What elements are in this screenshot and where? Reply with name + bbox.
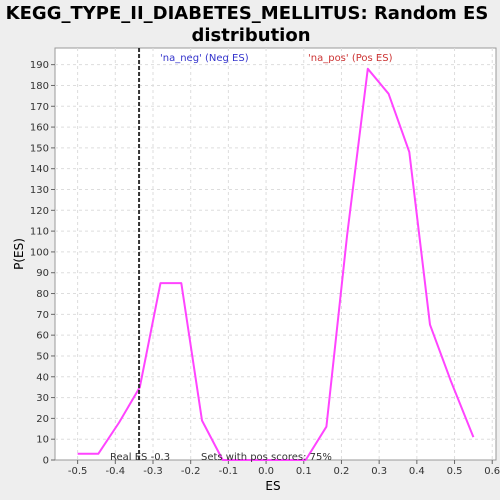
y-tick-label: 100 bbox=[30, 247, 49, 258]
y-tick-label: 10 bbox=[36, 435, 49, 446]
y-axis-ticks: 0 10 20 30 40 50 60 70 80 90 100 110 120 130 140 150 160… bbox=[30, 60, 55, 467]
y-tick-label: 30 bbox=[36, 393, 49, 404]
x-tick-label: -0.5 bbox=[68, 466, 88, 477]
x-tick-label: 0.1 bbox=[296, 466, 312, 477]
neg-es-label: 'na_neg' (Neg ES) bbox=[160, 53, 249, 64]
y-tick-label: 90 bbox=[36, 268, 49, 279]
x-axis-label: ES bbox=[265, 479, 280, 493]
y-tick-label: 110 bbox=[30, 227, 49, 238]
pos-scores-label: Sets with pos scores: 75% bbox=[201, 452, 332, 463]
real-es-label: Real ES -0.3 bbox=[110, 452, 170, 463]
y-tick-label: 150 bbox=[30, 143, 49, 154]
y-tick-label: 170 bbox=[30, 102, 49, 113]
x-tick-label: 0.5 bbox=[447, 466, 463, 477]
chart-title-line1: KEGG_TYPE_II_DIABETES_MELLITUS: Random E… bbox=[6, 3, 489, 24]
x-axis-ticks: -0.5 -0.4 -0.3 -0.2 -0.1 0.0 0.1 0.2 0.3 0.4 0.5 0.… bbox=[68, 460, 500, 477]
y-axis-label: P(ES) bbox=[12, 238, 26, 270]
x-tick-label: -0.3 bbox=[143, 466, 163, 477]
x-tick-label: -0.1 bbox=[219, 466, 239, 477]
pos-es-label: 'na_pos' (Pos ES) bbox=[308, 53, 393, 64]
plot-area bbox=[54, 47, 497, 461]
x-tick-label: 0.4 bbox=[409, 466, 425, 477]
y-tick-label: 130 bbox=[30, 185, 49, 196]
series-line bbox=[77, 67, 475, 461]
x-tick-label: 0.0 bbox=[258, 466, 274, 477]
y-tick-label: 80 bbox=[36, 289, 49, 300]
y-tick-label: 160 bbox=[30, 123, 49, 134]
y-tick-label: 20 bbox=[36, 414, 49, 425]
y-tick-label: 120 bbox=[30, 206, 49, 217]
gridlines bbox=[55, 48, 496, 460]
x-tick-label: 0.3 bbox=[371, 466, 387, 477]
x-tick-label: -0.2 bbox=[181, 466, 201, 477]
x-tick-label: 0.6 bbox=[484, 466, 500, 477]
y-tick-label: 180 bbox=[30, 81, 49, 92]
y-tick-label: 40 bbox=[36, 372, 49, 383]
x-tick-label: -0.4 bbox=[106, 466, 126, 477]
chart-title-line2: distribution bbox=[191, 25, 310, 46]
y-tick-label: 50 bbox=[36, 351, 49, 362]
x-tick-label: 0.2 bbox=[334, 466, 350, 477]
y-tick-label: 0 bbox=[43, 456, 49, 467]
y-tick-label: 140 bbox=[30, 164, 49, 175]
y-tick-label: 60 bbox=[36, 331, 49, 342]
y-tick-label: 190 bbox=[30, 60, 49, 71]
y-tick-label: 70 bbox=[36, 310, 49, 321]
